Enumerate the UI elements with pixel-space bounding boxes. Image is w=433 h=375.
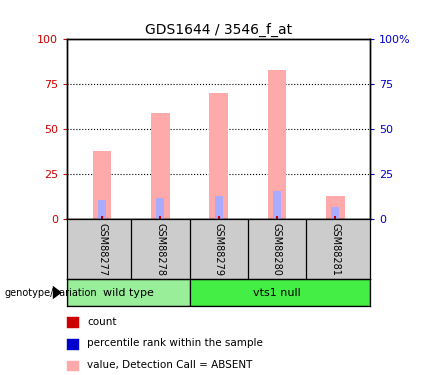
Bar xyxy=(209,93,228,219)
Bar xyxy=(101,216,103,219)
Bar xyxy=(190,279,370,306)
Bar xyxy=(151,113,170,219)
Bar xyxy=(331,207,339,219)
Bar xyxy=(159,216,162,219)
Bar xyxy=(268,70,286,219)
Text: percentile rank within the sample: percentile rank within the sample xyxy=(87,339,263,348)
Bar xyxy=(218,216,220,219)
Bar xyxy=(334,216,336,219)
Title: GDS1644 / 3546_f_at: GDS1644 / 3546_f_at xyxy=(145,23,292,37)
Text: wild type: wild type xyxy=(103,288,154,297)
Text: GSM88281: GSM88281 xyxy=(330,223,340,276)
Text: value, Detection Call = ABSENT: value, Detection Call = ABSENT xyxy=(87,360,252,370)
Bar xyxy=(215,196,223,219)
Bar xyxy=(67,279,190,306)
Polygon shape xyxy=(53,286,62,299)
Bar xyxy=(98,200,106,219)
Bar xyxy=(156,198,164,219)
Text: GSM88280: GSM88280 xyxy=(272,223,282,276)
Text: GSM88279: GSM88279 xyxy=(213,223,224,276)
Text: GSM88278: GSM88278 xyxy=(155,223,165,276)
Text: GSM88277: GSM88277 xyxy=(97,223,107,276)
Bar xyxy=(276,216,278,219)
Bar xyxy=(326,196,345,219)
Bar xyxy=(93,151,111,219)
Bar xyxy=(273,190,281,219)
Text: vts1 null: vts1 null xyxy=(253,288,301,297)
Text: count: count xyxy=(87,317,116,327)
Text: genotype/variation: genotype/variation xyxy=(4,288,97,297)
